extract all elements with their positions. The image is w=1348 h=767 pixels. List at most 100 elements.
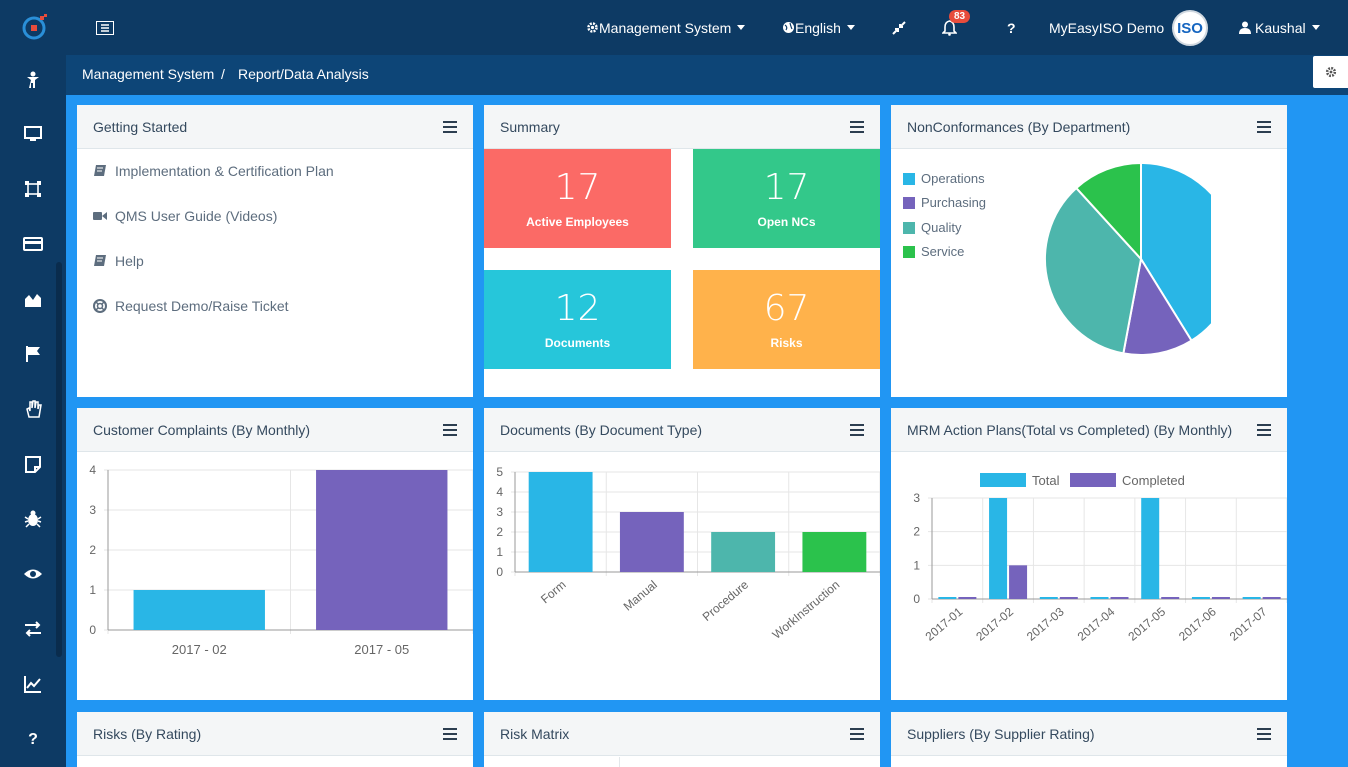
sidebar-help-icon[interactable]: ? — [28, 731, 38, 748]
bar-total-2017-01[interactable] — [938, 597, 957, 599]
bar-2017 - 05[interactable] — [316, 470, 448, 630]
notifications-button[interactable] — [942, 0, 957, 55]
user-menu-dropdown[interactable]: Kaushal — [1239, 0, 1320, 55]
legend-item-operations[interactable]: Operations — [903, 171, 985, 186]
bar-workinstruction[interactable] — [802, 532, 867, 572]
bar-total-2017-06[interactable] — [1191, 597, 1210, 599]
menu-icon[interactable] — [1257, 121, 1271, 133]
bar-form[interactable] — [528, 472, 593, 572]
sidebar-item-process[interactable] — [0, 169, 66, 209]
menu-icon[interactable] — [1257, 728, 1271, 740]
book-icon — [94, 255, 106, 266]
video-icon — [93, 212, 107, 220]
matrix-grid-line — [619, 757, 620, 767]
bar-total-2017-04[interactable] — [1090, 597, 1109, 599]
fullscreen-button[interactable] — [892, 0, 906, 55]
menu-icon[interactable] — [443, 121, 457, 133]
language-dropdown[interactable]: English — [782, 0, 855, 55]
legend-item-purchasing[interactable]: Purchasing — [903, 195, 986, 210]
gs-link-request-demo[interactable]: Request Demo/Raise Ticket — [93, 298, 289, 314]
y-tick-label: 3 — [913, 491, 920, 505]
panel-title: Summary — [500, 119, 560, 135]
breadcrumb-root-link[interactable]: Management System — [82, 66, 215, 82]
legend-item-quality[interactable]: Quality — [903, 220, 961, 235]
x-tick-label: 2017-04 — [1075, 604, 1118, 643]
sidebar-item-dashboard[interactable] — [0, 114, 66, 154]
bar-procedure[interactable] — [711, 532, 776, 572]
summary-tile-employees[interactable]: 17 Active Employees — [484, 149, 671, 248]
gs-link-implementation-plan[interactable]: Implementation & Certification Plan — [93, 163, 334, 179]
sidebar-scrollbar[interactable] — [56, 262, 62, 657]
summary-tile-documents[interactable]: 12 Documents — [484, 270, 671, 369]
menu-icon[interactable] — [443, 728, 457, 740]
documents-by-type-panel: Documents (By Document Type) 0 1 2 3 4 5 Form M… — [484, 408, 880, 700]
bar-completed-2017-04[interactable] — [1110, 597, 1129, 599]
panel-title: MRM Action Plans(Total vs Completed) (By… — [907, 422, 1233, 438]
bar-completed-2017-06[interactable] — [1211, 597, 1230, 599]
compress-icon — [892, 20, 906, 35]
menu-icon[interactable] — [850, 121, 864, 133]
exchange-icon — [25, 621, 41, 637]
network-icon — [25, 181, 41, 197]
help-label: ? — [1007, 19, 1016, 36]
settings-gear-icon — [1325, 66, 1336, 78]
bar-completed-2017-05[interactable] — [1161, 597, 1180, 599]
pie-slice-purchasing[interactable] — [1122, 256, 1193, 356]
legend-label-total: Total — [1032, 473, 1060, 488]
legend-swatch-total[interactable] — [980, 473, 1026, 487]
management-system-dropdown[interactable]: Management System — [586, 0, 746, 55]
bar-total-2017-07[interactable] — [1242, 597, 1261, 599]
app-logo[interactable] — [22, 14, 48, 40]
getting-started-panel: Getting Started Implementation & Certifi… — [77, 105, 473, 397]
settings-button[interactable] — [1313, 56, 1348, 88]
pie-slice-quality[interactable] — [1044, 186, 1143, 355]
user-icon — [1239, 21, 1251, 34]
bar-total-2017-02[interactable] — [989, 498, 1008, 599]
notification-count-badge: 83 — [949, 10, 971, 23]
gs-link-help[interactable]: Help — [93, 253, 144, 269]
sidebar-item-transfer[interactable] — [0, 609, 66, 649]
sidebar-item-notes[interactable] — [0, 444, 66, 484]
menu-icon[interactable] — [850, 728, 864, 740]
panel-header: Documents (By Document Type) — [484, 408, 880, 452]
menu-icon[interactable] — [443, 424, 457, 436]
bar-completed-2017-07[interactable] — [1262, 597, 1281, 599]
y-tick-label: 1 — [496, 545, 503, 559]
bar-total-2017-03[interactable] — [1039, 597, 1058, 599]
sidebar-item-hand[interactable] — [0, 389, 66, 429]
person-icon — [27, 71, 39, 88]
bar-total-2017-05[interactable] — [1141, 498, 1160, 599]
help-button[interactable]: ? — [1007, 0, 1016, 55]
sidebar-item-reports[interactable] — [0, 279, 66, 319]
pie-slice-service[interactable] — [1074, 161, 1142, 262]
pie-slice-operations[interactable] — [1140, 161, 1211, 342]
summary-tile-open-ncs[interactable]: 17 Open NCs — [693, 149, 880, 248]
x-tick-label: 2017-03 — [1024, 604, 1067, 643]
lifering-icon — [93, 299, 107, 313]
gs-link-user-guide[interactable]: QMS User Guide (Videos) — [93, 208, 277, 224]
sidebar-item-flags[interactable] — [0, 334, 66, 374]
summary-tile-risks[interactable]: 67 Risks — [693, 270, 880, 369]
bar-completed-2017-01[interactable] — [958, 597, 977, 599]
bar-manual[interactable] — [619, 512, 684, 572]
language-label: English — [795, 19, 841, 36]
sidebar-item-review[interactable] — [0, 554, 66, 594]
y-tick-label: 2 — [89, 543, 96, 557]
menu-icon[interactable] — [1257, 424, 1271, 436]
bar-2017 - 02[interactable] — [133, 590, 265, 630]
breadcrumb — [66, 55, 1348, 95]
toggle-sidebar-button[interactable] — [96, 0, 114, 55]
bar-completed-2017-02[interactable] — [1009, 565, 1028, 599]
sidebar-item-start[interactable] — [0, 60, 66, 100]
panel-title: Risk Matrix — [500, 726, 570, 742]
menu-icon[interactable] — [850, 424, 864, 436]
sidebar-item-analytics[interactable] — [0, 664, 66, 704]
bar-completed-2017-03[interactable] — [1059, 597, 1078, 599]
mrm-action-plans-panel: MRM Action Plans(Total vs Completed) (By… — [891, 408, 1287, 700]
legend-swatch-completed[interactable] — [1070, 473, 1116, 487]
y-tick-label: 1 — [913, 558, 920, 572]
legend-item-service[interactable]: Service — [903, 244, 964, 259]
sidebar-item-billing[interactable] — [0, 224, 66, 264]
org-avatar[interactable]: ISO — [1172, 10, 1208, 46]
sidebar-item-bugs[interactable] — [0, 499, 66, 539]
